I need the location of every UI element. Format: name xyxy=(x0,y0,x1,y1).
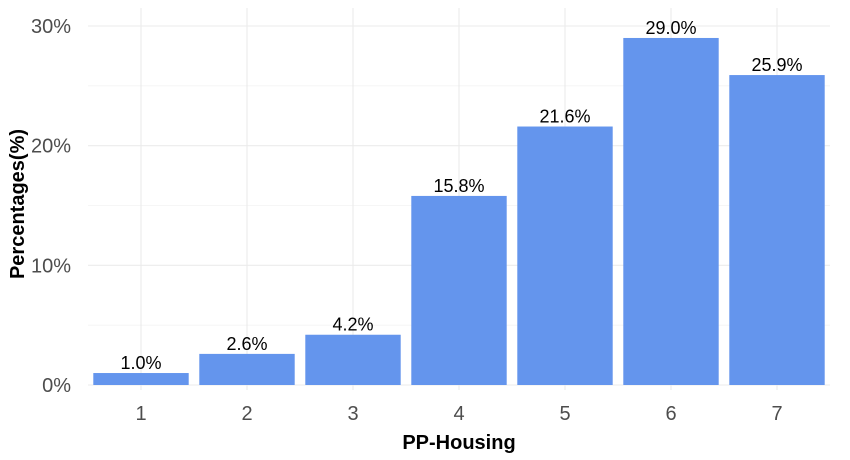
y-tick-label: 10% xyxy=(31,255,71,277)
x-tick-label: 5 xyxy=(559,403,570,425)
x-axis-title: PP-Housing xyxy=(402,432,515,454)
y-axis-ticks: 0% 10% 20% 30% xyxy=(31,16,71,397)
data-label-3: 4.2% xyxy=(332,315,373,335)
data-label-1: 1.0% xyxy=(120,353,161,373)
x-tick-label: 1 xyxy=(135,403,146,425)
bar-2 xyxy=(199,353,295,385)
data-label-4: 15.8% xyxy=(433,176,484,196)
bar-7 xyxy=(729,75,825,386)
data-label-2: 2.6% xyxy=(226,334,267,354)
bar-6 xyxy=(623,37,719,385)
y-tick-label: 20% xyxy=(31,136,71,158)
bars xyxy=(93,37,825,386)
bar-1 xyxy=(93,373,189,385)
data-label-5: 21.6% xyxy=(539,107,590,127)
x-tick-label: 2 xyxy=(241,403,252,425)
x-tick-label: 7 xyxy=(771,403,782,425)
bar-5 xyxy=(517,126,613,386)
x-tick-label: 3 xyxy=(347,403,358,425)
y-tick-label: 0% xyxy=(42,375,71,397)
x-axis-ticks: 1 2 3 4 5 6 7 xyxy=(135,403,782,425)
y-axis-title: Percentages(%) xyxy=(7,129,29,279)
data-label-6: 29.0% xyxy=(645,18,696,38)
x-tick-label: 6 xyxy=(665,403,676,425)
bar-4 xyxy=(411,195,507,385)
y-tick-label: 30% xyxy=(31,16,71,38)
data-label-7: 25.9% xyxy=(751,55,802,75)
bar-3 xyxy=(305,334,401,385)
data-labels: 1.0% 2.6% 4.2% 15.8% 21.6% 29.0% 25.9% xyxy=(120,18,802,373)
x-tick-label: 4 xyxy=(453,403,464,425)
